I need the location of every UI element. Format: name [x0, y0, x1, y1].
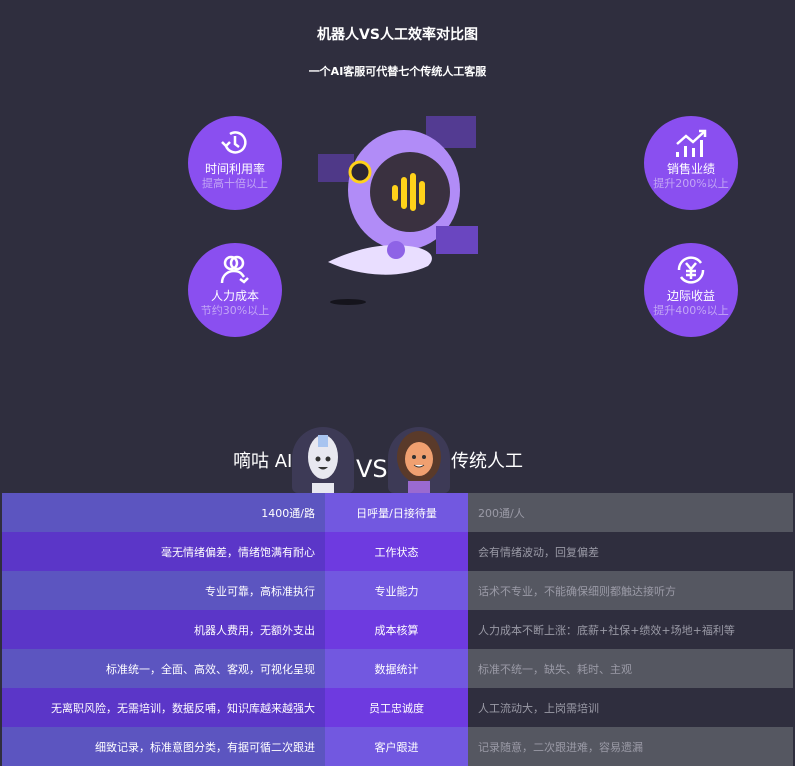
comparison-table: 1400通/路 日呼量/日接待量 200通/人 毫无情绪偏差，情绪饱满有耐心 工作状态会… [2, 493, 793, 766]
metric-cell: 客户跟进 [325, 727, 468, 766]
feature-sub: 提升400%以上 [653, 304, 729, 317]
human-label: 传统人工 [451, 451, 523, 472]
ai-cell: 毫无情绪偏差，情绪饱满有耐心 [2, 532, 325, 571]
human-cell: 话术不专业，不能确保细则都触达接听方 [468, 571, 793, 610]
feature-cost: 人力成本 节约30%以上 [188, 243, 282, 337]
human-cell: 记录随意，二次跟进难，容易遗漏 [468, 727, 793, 766]
metric-cell: 成本核算 [325, 610, 468, 649]
feature-label: 边际收益 [666, 289, 715, 303]
feature-label: 人力成本 [210, 289, 259, 303]
feature-label: 销售业绩 [666, 162, 715, 176]
ai-cell: 细致记录，标准意图分类，有据可循二次跟进 [2, 727, 325, 766]
vs-label: VS [356, 455, 388, 483]
human-cell: 人工流动大，上岗需培训 [468, 688, 793, 727]
human-cell: 人力成本不断上涨：底薪+社保+绩效+场地+福利等 [468, 610, 793, 649]
feature-sub: 提高十倍以上 [202, 177, 268, 190]
feature-margin: 边际收益 提升400%以上 [644, 243, 738, 337]
yuan-cycle-icon [677, 256, 705, 284]
table-row: 无离职风险，无需培训，数据反哺，知识库越来越强大 员工忠诚度 人工流动大，上岗需培训 [2, 688, 793, 727]
human-cell: 会有情绪波动，回复偏差 [468, 532, 793, 571]
metric-cell: 员工忠诚度 [325, 688, 468, 727]
human-cell: 200通/人 [468, 493, 793, 532]
feature-sales: 销售业绩 提升200%以上 [644, 116, 738, 210]
chart-up-icon [676, 129, 707, 157]
table-row: 专业可靠，高标准执行 专业能力 话术不专业，不能确保细则都触达接听方 [2, 571, 793, 610]
table-row: 细致记录，标准意图分类，有据可循二次跟进 客户跟进 记录随意，二次跟进难，容易遗漏 [2, 727, 793, 766]
table-row: 1400通/路 日呼量/日接待量 200通/人 [2, 493, 793, 532]
table-row: 机器人费用，无额外支出 成本核算 人力成本不断上涨：底薪+社保+绩效+场地+福利等 [2, 610, 793, 649]
ai-cell: 标准统一，全面、高效、客观，可视化呈现 [2, 649, 325, 688]
versus-header: 嘀咕 AI VS 传统人工 [0, 425, 795, 493]
page-title: 机器人VS人工效率对比图 [317, 27, 478, 43]
ai-cell: 专业可靠，高标准执行 [2, 571, 325, 610]
table-row: 标准统一，全面、高效、客观，可视化呈现 数据统计 标准不统一，缺失、耗时、主观 [2, 649, 793, 688]
metric-cell: 日呼量/日接待量 [325, 493, 468, 532]
human-agent-avatar [388, 427, 450, 493]
metric-cell: 工作状态 [325, 532, 468, 571]
metric-cell: 数据统计 [325, 649, 468, 688]
ai-cell: 无离职风险，无需培训，数据反哺，知识库越来越强大 [2, 688, 325, 727]
table-row: 毫无情绪偏差，情绪饱满有耐心 工作状态 会有情绪波动，回复偏差 [2, 532, 793, 571]
clock-icon [221, 131, 247, 154]
feature-label: 时间利用率 [204, 162, 265, 176]
robot-mascot-illustration [318, 116, 478, 305]
metric-cell: 专业能力 [325, 571, 468, 610]
feature-sub: 节约30%以上 [200, 304, 270, 317]
feature-time: 时间利用率 提高十倍以上 [188, 116, 282, 210]
human-cell: 标准不统一，缺失、耗时、主观 [468, 649, 793, 688]
robot-avatar [292, 427, 354, 493]
page-subtitle: 一个AI客服可代替七个传统人工客服 [308, 65, 487, 78]
people-icon [220, 255, 249, 284]
ai-label: 嘀咕 AI [233, 451, 293, 472]
ai-cell: 机器人费用，无额外支出 [2, 610, 325, 649]
feature-sub: 提升200%以上 [653, 177, 729, 190]
ai-cell: 1400通/路 [2, 493, 325, 532]
